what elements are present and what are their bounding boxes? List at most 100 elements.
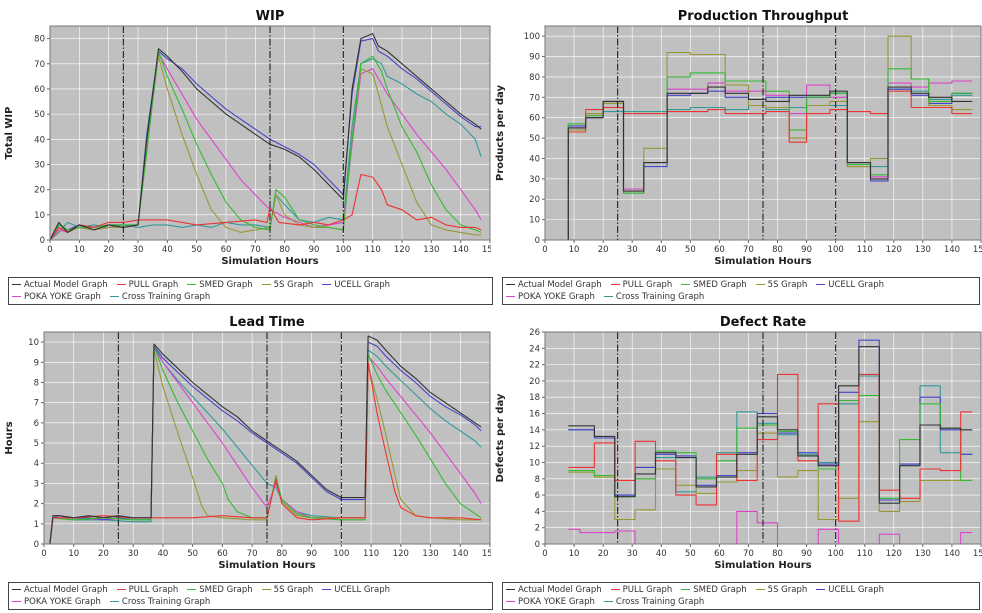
legend-label: 5S Graph — [767, 280, 808, 290]
legend-label: Actual Model Graph — [24, 280, 108, 290]
y-tick-label: 40 — [529, 154, 540, 164]
legend-swatch — [12, 589, 21, 590]
wip-legend: Actual Model Graph PULL Graph SMED Graph 5S… — [8, 277, 493, 305]
legend-swatch — [12, 601, 21, 602]
x-tick-label: 50 — [187, 549, 198, 559]
x-tick-label: 150 — [973, 549, 982, 559]
legend-item-actual-model-graph: Actual Model Graph — [12, 279, 108, 291]
legend-swatch — [116, 589, 126, 590]
legend-swatch — [816, 284, 826, 285]
chart-title: Lead Time — [229, 315, 305, 330]
legend-item-ucell-graph: UCELL Graph — [816, 279, 884, 291]
x-tick-label: 10 — [74, 245, 85, 255]
x-tick-label: 20 — [598, 549, 609, 559]
x-tick-label: 130 — [422, 549, 438, 559]
y-tick-label: 5 — [34, 439, 39, 449]
y-tick-label: 10 — [529, 458, 540, 468]
series-line-5s-graph — [568, 421, 973, 521]
x-axis-label: Simulation Hours — [221, 256, 318, 267]
legend-swatch — [755, 284, 765, 285]
legend-item-pull-graph: PULL Graph — [610, 584, 672, 596]
y-tick-label: 30 — [529, 175, 540, 185]
legend-item-5s-graph: 5S Graph — [261, 279, 313, 291]
x-tick-label: 50 — [685, 549, 696, 559]
y-tick-label: 0 — [34, 540, 39, 550]
series-line-pull-graph — [44, 361, 482, 544]
x-tick-label: 20 — [98, 549, 109, 559]
y-tick-label: 18 — [529, 393, 540, 403]
x-tick-label: 20 — [103, 245, 114, 255]
x-tick-label: 70 — [250, 245, 261, 255]
legend-swatch — [506, 296, 515, 297]
legend-label: Actual Model Graph — [518, 280, 602, 290]
legend-item-poka-yoke-graph: POKA YOKE Graph — [506, 596, 595, 608]
legend-swatch — [116, 284, 126, 285]
legend-label: Cross Training Graph — [615, 292, 705, 302]
legend-item-pull-graph: PULL Graph — [116, 584, 178, 596]
legend-item-pull-graph: PULL Graph — [116, 279, 178, 291]
legend-swatch — [109, 296, 119, 297]
x-tick-label: 60 — [221, 245, 232, 255]
y-axis-label: Hours — [4, 421, 15, 454]
y-tick-label: 8 — [34, 378, 39, 388]
legend-swatch — [506, 601, 515, 602]
x-tick-label: 0 — [542, 245, 547, 255]
legend-label: Actual Model Graph — [518, 585, 602, 595]
series-group — [568, 339, 973, 544]
y-tick-label: 80 — [34, 35, 45, 45]
lead-time-chart-panel: Lead Time 0 10 20 30 40 50 60 70 80 90 100 110 120 130… — [0, 306, 491, 612]
y-tick-label: 24 — [529, 344, 540, 354]
legend-swatch — [261, 589, 271, 590]
legend-item-ucell-graph: UCELL Graph — [322, 279, 390, 291]
y-tick-label: 0 — [535, 236, 540, 246]
series-line-actual-model-graph — [44, 335, 482, 544]
legend-label: UCELL Graph — [828, 585, 885, 595]
x-tick-label: 90 — [309, 245, 320, 255]
x-tick-label: 140 — [452, 549, 468, 559]
x-tick-label: 70 — [247, 549, 258, 559]
legend-swatch — [322, 589, 332, 590]
series-group — [545, 35, 973, 240]
legend-item-5s-graph: 5S Graph — [261, 584, 313, 596]
legend-label: Cross Training Graph — [121, 597, 211, 607]
y-tick-label: 0 — [535, 540, 540, 550]
legend-item-cross-training-graph: Cross Training Graph — [603, 596, 704, 608]
legend-label: SMED Graph — [199, 585, 253, 595]
y-tick-label: 3 — [34, 479, 39, 489]
defect-rate-chart-panel: Defect Rate 0 10 20 30 40 50 60 70 80 90 100 110 120 1… — [491, 306, 982, 612]
legend-label: SMED Graph — [199, 280, 253, 290]
x-tick-label: 140 — [944, 549, 960, 559]
x-tick-label: 90 — [801, 549, 812, 559]
y-tick-label: 70 — [34, 60, 45, 70]
x-tick-label: 30 — [627, 245, 638, 255]
legend-swatch — [610, 589, 620, 590]
x-tick-label: 140 — [944, 245, 960, 255]
legend-swatch — [322, 284, 332, 285]
x-tick-label: 60 — [714, 549, 725, 559]
y-tick-label: 1 — [34, 520, 39, 530]
legend-item-actual-model-graph: Actual Model Graph — [12, 584, 108, 596]
x-tick-label: 150 — [973, 245, 982, 255]
x-tick-label: 80 — [276, 549, 287, 559]
y-axis-label: Products per day — [495, 85, 506, 182]
legend-item-actual-model-graph: Actual Model Graph — [506, 584, 602, 596]
x-tick-label: 0 — [542, 549, 547, 559]
legend-swatch — [261, 284, 271, 285]
series-line-cross-training-graph — [44, 345, 482, 544]
throughput-legend: Actual Model Graph PULL Graph SMED Graph 5S… — [502, 277, 980, 305]
y-tick-label: 60 — [34, 85, 45, 95]
chart-title: Defect Rate — [720, 315, 807, 330]
legend-label: PULL Graph — [622, 280, 673, 290]
x-axis-label: Simulation Hours — [714, 560, 811, 571]
legend-label: Cross Training Graph — [121, 292, 211, 302]
y-tick-label: 12 — [529, 442, 540, 452]
legend-swatch — [12, 296, 21, 297]
x-tick-label: 10 — [569, 549, 580, 559]
y-tick-label: 22 — [529, 361, 540, 371]
x-tick-label: 80 — [279, 245, 290, 255]
y-axis-label: Total WIP — [4, 107, 15, 160]
x-tick-label: 130 — [915, 245, 931, 255]
y-tick-label: 80 — [529, 73, 540, 83]
